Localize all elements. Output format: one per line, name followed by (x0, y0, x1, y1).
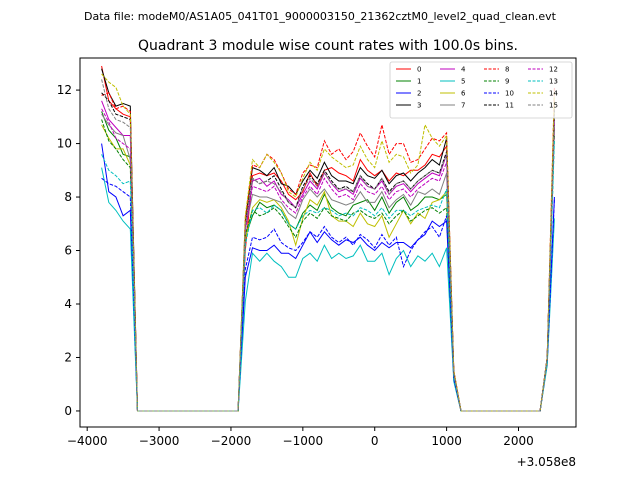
plot-lines (101, 65, 555, 412)
x-tick-label: 0 (371, 434, 379, 448)
x-tick-label: −4000 (67, 434, 108, 448)
series-line-1 (101, 111, 555, 412)
legend-label: 7 (461, 102, 465, 110)
series-line-2 (101, 143, 555, 412)
series-line-13 (101, 140, 555, 412)
chart-suptitle: Data file: modeM0/AS1A05_041T01_90000031… (84, 10, 557, 23)
y-tick-label: 8 (64, 190, 72, 204)
legend-label: 6 (461, 90, 466, 98)
series-line-8 (101, 87, 555, 412)
legend-label: 9 (505, 78, 509, 86)
x-tick-label: −2000 (211, 434, 252, 448)
x-tick-label: −3000 (139, 434, 180, 448)
y-axis: 0 2 4 6 8 10 12 (57, 83, 80, 418)
legend-label: 8 (505, 66, 509, 74)
x-axis: −4000 −3000 −2000 −1000 0 1000 2000 (67, 427, 534, 448)
series-line-14 (101, 73, 555, 412)
chart-title: Quadrant 3 module wise count rates with … (138, 38, 518, 54)
series-line-10 (101, 177, 555, 412)
legend-label: 1 (417, 78, 421, 86)
y-tick-label: 4 (64, 297, 72, 311)
legend-label: 13 (549, 78, 558, 86)
legend-label: 11 (505, 102, 514, 110)
series-line-3 (101, 68, 555, 412)
y-tick-label: 12 (57, 83, 72, 97)
legend-box (389, 61, 573, 119)
legend-label: 0 (417, 66, 421, 74)
x-tick-label: −1000 (283, 434, 324, 448)
legend-label: 3 (417, 102, 421, 110)
x-offset-label: +3.058e8 (517, 455, 576, 469)
axes-frame (79, 57, 577, 428)
legend-label: 5 (461, 78, 465, 86)
legend-label: 14 (549, 90, 558, 98)
y-tick-label: 2 (64, 350, 72, 364)
y-tick-label: 10 (57, 137, 72, 151)
x-tick-label: 2000 (503, 434, 534, 448)
series-line-15 (101, 79, 555, 412)
legend-label: 12 (549, 66, 558, 74)
x-tick-label: 1000 (431, 434, 462, 448)
series-line-12 (101, 108, 555, 412)
legend-label: 15 (549, 102, 558, 110)
y-tick-label: 0 (64, 404, 72, 418)
y-tick-label: 6 (64, 244, 72, 258)
legend-label: 2 (417, 90, 421, 98)
series-line-7 (101, 113, 555, 412)
legend-label: 4 (461, 66, 466, 74)
legend-label: 10 (505, 90, 514, 98)
series-line-9 (101, 119, 555, 412)
